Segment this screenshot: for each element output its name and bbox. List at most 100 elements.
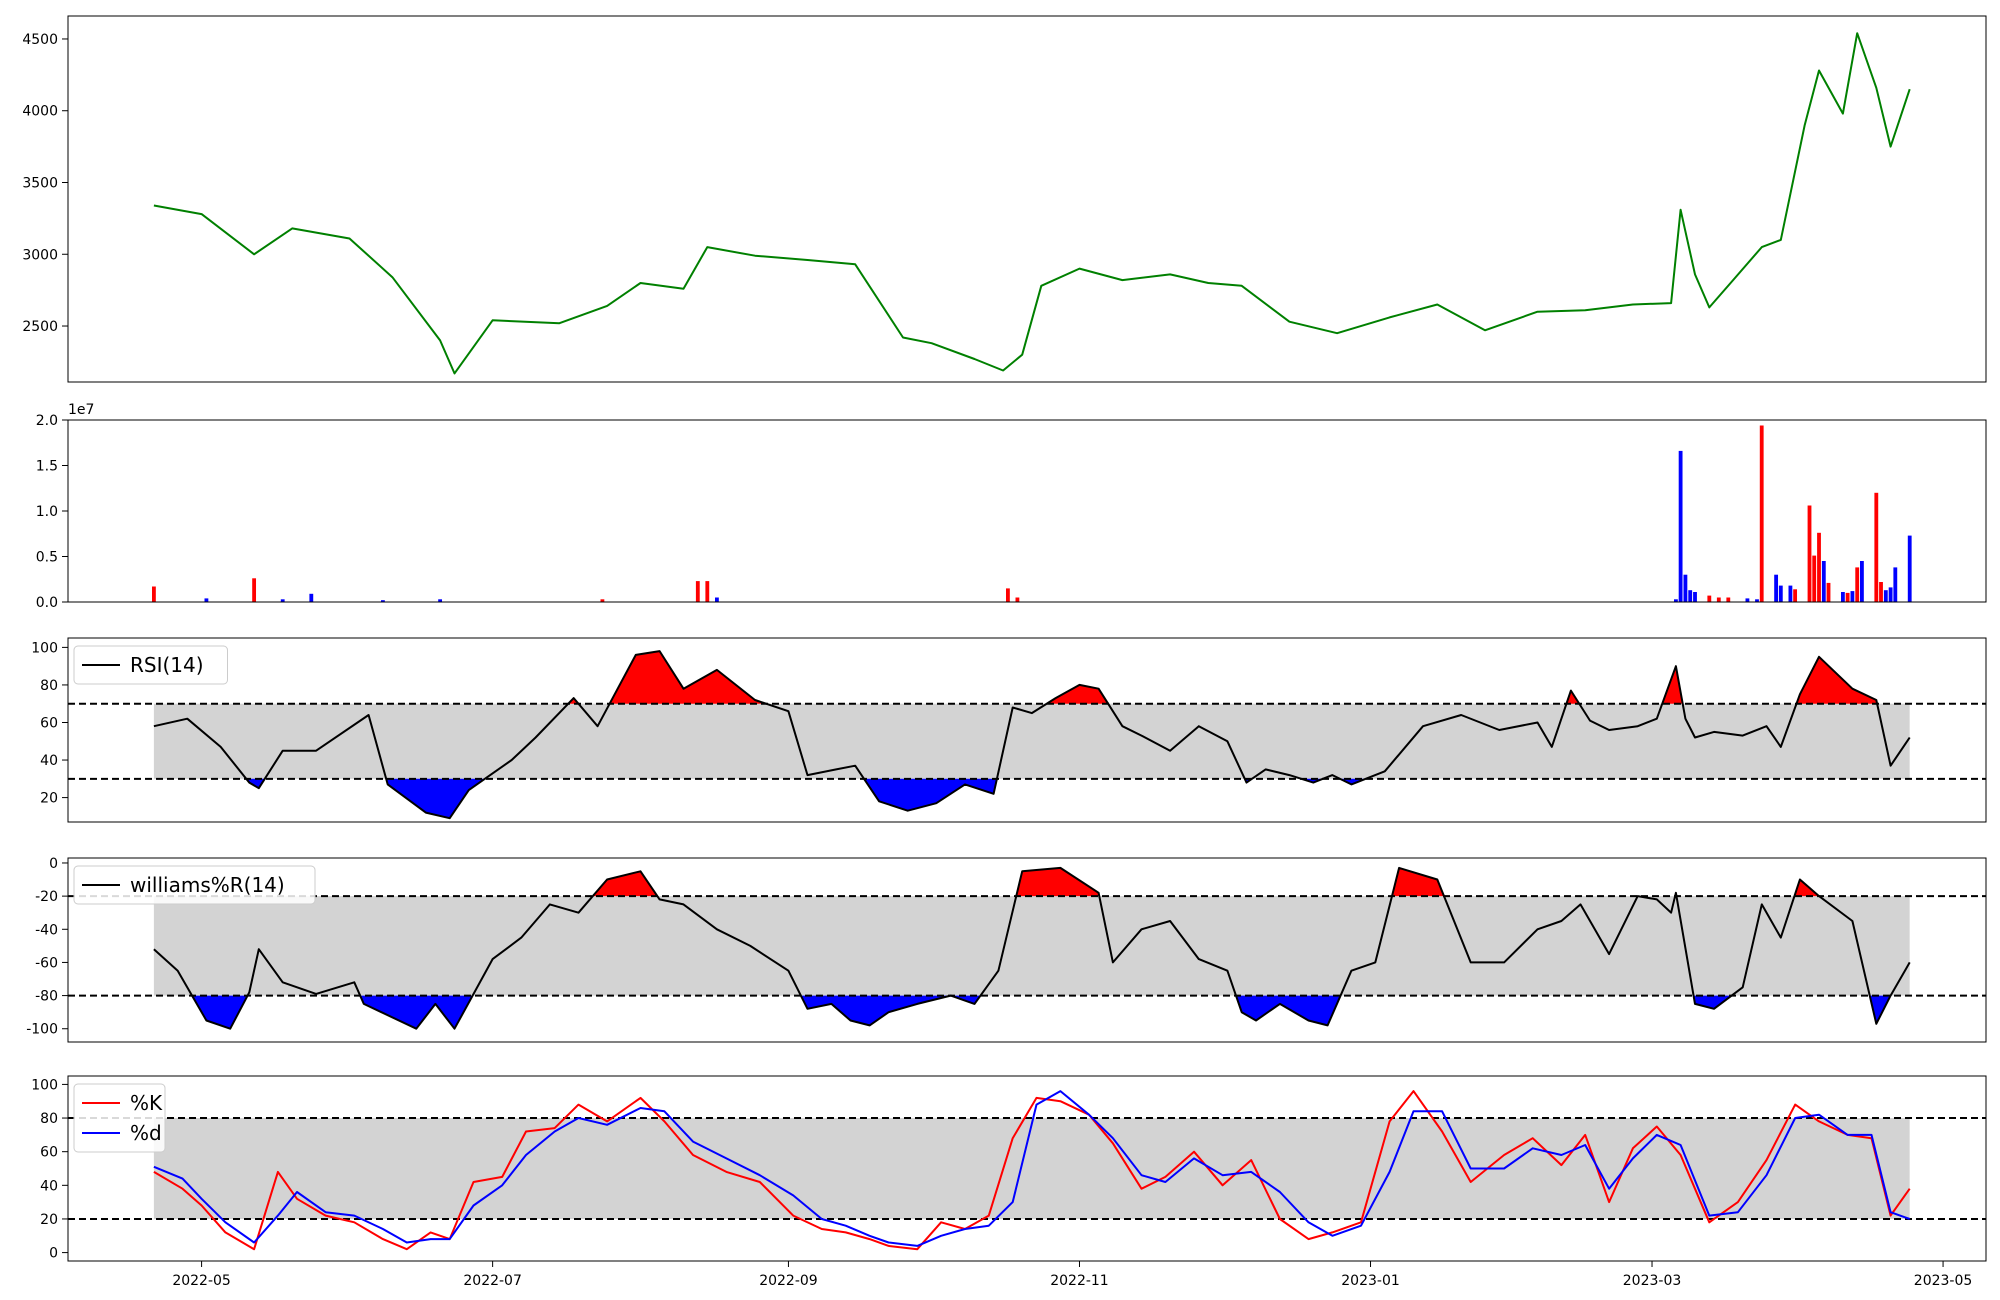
- volume-ytick-label: 2.0: [36, 413, 58, 429]
- volume-bar: [600, 599, 605, 602]
- x-tick-label: 2022-11: [1050, 1273, 1109, 1289]
- volume-frame: [67, 419, 1987, 603]
- stochastic-ytick-label: 80: [40, 1111, 58, 1127]
- x-tick-label: 2022-09: [759, 1273, 818, 1289]
- volume-bar: [1707, 595, 1712, 602]
- rsi-legend: [73, 645, 228, 685]
- williams-ytick-label: 0: [49, 856, 58, 872]
- volume-bar: [1788, 585, 1793, 602]
- price-ytick-label: 2500: [22, 319, 58, 335]
- rsi-ytick-label: 40: [40, 753, 58, 769]
- price-ytick-label: 3500: [22, 175, 58, 191]
- williams-frame: [67, 857, 1987, 1043]
- volume-bar: [438, 599, 443, 602]
- x-tick-label: 2022-07: [463, 1273, 522, 1289]
- williams-oversold-fill: [1236, 995, 1341, 1026]
- williams-legend: [73, 865, 316, 905]
- williams-ytick-label: -100: [26, 1022, 58, 1038]
- rsi-oversold-fill: [1340, 778, 1366, 785]
- volume-bar: [1841, 592, 1845, 602]
- volume-bar: [715, 597, 719, 602]
- stochastic-series-line-0: [153, 1090, 1911, 1251]
- volume-ytick-label: 0.5: [36, 550, 58, 566]
- volume-ytick-label: 1.0: [36, 504, 58, 520]
- rsi-overbought-fill: [1796, 656, 1878, 704]
- volume-bar: [1726, 597, 1731, 602]
- x-tick-label: 2022-05: [172, 1273, 231, 1289]
- volume-bar: [1688, 590, 1693, 602]
- williams-ytick-label: -80: [35, 989, 58, 1005]
- stochastic-ytick-label: 0: [49, 1246, 58, 1262]
- volume-bar: [280, 599, 285, 602]
- volume-offset-label: 1e7: [68, 402, 94, 418]
- williams-oversold-fill: [800, 995, 951, 1026]
- volume-bar: [1907, 535, 1912, 602]
- price-ytick-label: 3000: [22, 247, 58, 263]
- williams-oversold-fill: [1693, 995, 1732, 1009]
- volume-bar: [1716, 597, 1721, 602]
- williams-series-line-0: [153, 866, 1911, 1030]
- williams-overbought-fill: [592, 871, 658, 897]
- rsi-frame: [67, 637, 1987, 823]
- volume-bar: [1755, 599, 1759, 602]
- rsi-neutral-band: [153, 703, 1910, 779]
- volume-bar: [1778, 585, 1783, 602]
- williams-overbought-fill: [1392, 867, 1444, 897]
- williams-ytick-label: -20: [35, 889, 58, 905]
- rsi-oversold-fill: [386, 778, 485, 819]
- williams-neutral-band: [153, 896, 1910, 996]
- stochastic-ytick-label: 40: [40, 1178, 58, 1194]
- volume-bar: [309, 593, 314, 602]
- volume-bar: [1774, 574, 1779, 602]
- williams-legend-label: williams%R(14): [130, 873, 285, 897]
- williams-oversold-fill: [360, 995, 473, 1029]
- stochastic-series-line-1: [153, 1090, 1911, 1247]
- rsi-series-line-0: [153, 650, 1911, 820]
- volume-bar: [1883, 590, 1888, 602]
- x-axis: 2022-05 2022-07 2022-09 2022-11 2023-01 2023-…: [172, 1261, 1972, 1289]
- volume-bar: [1683, 574, 1688, 602]
- volume-bar: [1826, 582, 1831, 602]
- volume-bar: [705, 581, 710, 602]
- volume-bar: [1793, 589, 1798, 602]
- x-tick-label: 2023-01: [1341, 1273, 1400, 1289]
- volume-bar: [1015, 597, 1020, 602]
- volume-ytick-label: 1.5: [36, 459, 58, 475]
- rsi-overbought-fill: [1046, 684, 1109, 704]
- stochastic-legend: [73, 1083, 166, 1153]
- price-panel: 2500 3000 3500 4000 4500: [22, 15, 1987, 383]
- volume-bar: [381, 600, 385, 602]
- stochastic-panel: 0 20 40 60 80 100 %K %d: [31, 1075, 1987, 1262]
- x-tick-label: 2023-03: [1623, 1273, 1682, 1289]
- volume-bar: [252, 578, 257, 602]
- rsi-overbought-fill: [609, 651, 767, 704]
- rsi-panel: 20 40 60 80 100 RSI(14): [31, 637, 1987, 823]
- volume-bar: [1893, 567, 1898, 602]
- williams-ytick-label: -60: [35, 955, 58, 971]
- volume-bar: [1674, 599, 1678, 602]
- volume-bar: [1745, 598, 1750, 602]
- volume-bar: [1874, 492, 1879, 602]
- rsi-ytick-label: 20: [40, 791, 58, 807]
- volume-bar: [204, 598, 209, 602]
- stochastic-legend-label: %d: [130, 1121, 162, 1145]
- price-series-line-0: [153, 32, 1911, 375]
- williams-panel: -100 -80 -60 -40 -20 0 williams%R(14): [26, 856, 1987, 1043]
- stochastic-ytick-label: 100: [31, 1077, 58, 1093]
- volume-bar: [1821, 561, 1826, 602]
- stochastic-ytick-label: 20: [40, 1212, 58, 1228]
- volume-bar: [1845, 592, 1850, 602]
- price-ytick-label: 4500: [22, 32, 58, 48]
- price-frame: [67, 15, 1987, 383]
- volume-bar: [1879, 582, 1883, 602]
- stochastic-neutral-band: [153, 1118, 1910, 1219]
- volume-bar: [1006, 588, 1010, 602]
- williams-overbought-fill: [1016, 867, 1100, 897]
- volume-ytick-label: 0.0: [36, 595, 58, 611]
- volume-bar: [1817, 532, 1821, 602]
- volume-bar: [1855, 567, 1860, 602]
- rsi-legend-label: RSI(14): [130, 653, 204, 677]
- x-tick-label: 2023-05: [1914, 1273, 1973, 1289]
- rsi-ytick-label: 100: [31, 640, 58, 656]
